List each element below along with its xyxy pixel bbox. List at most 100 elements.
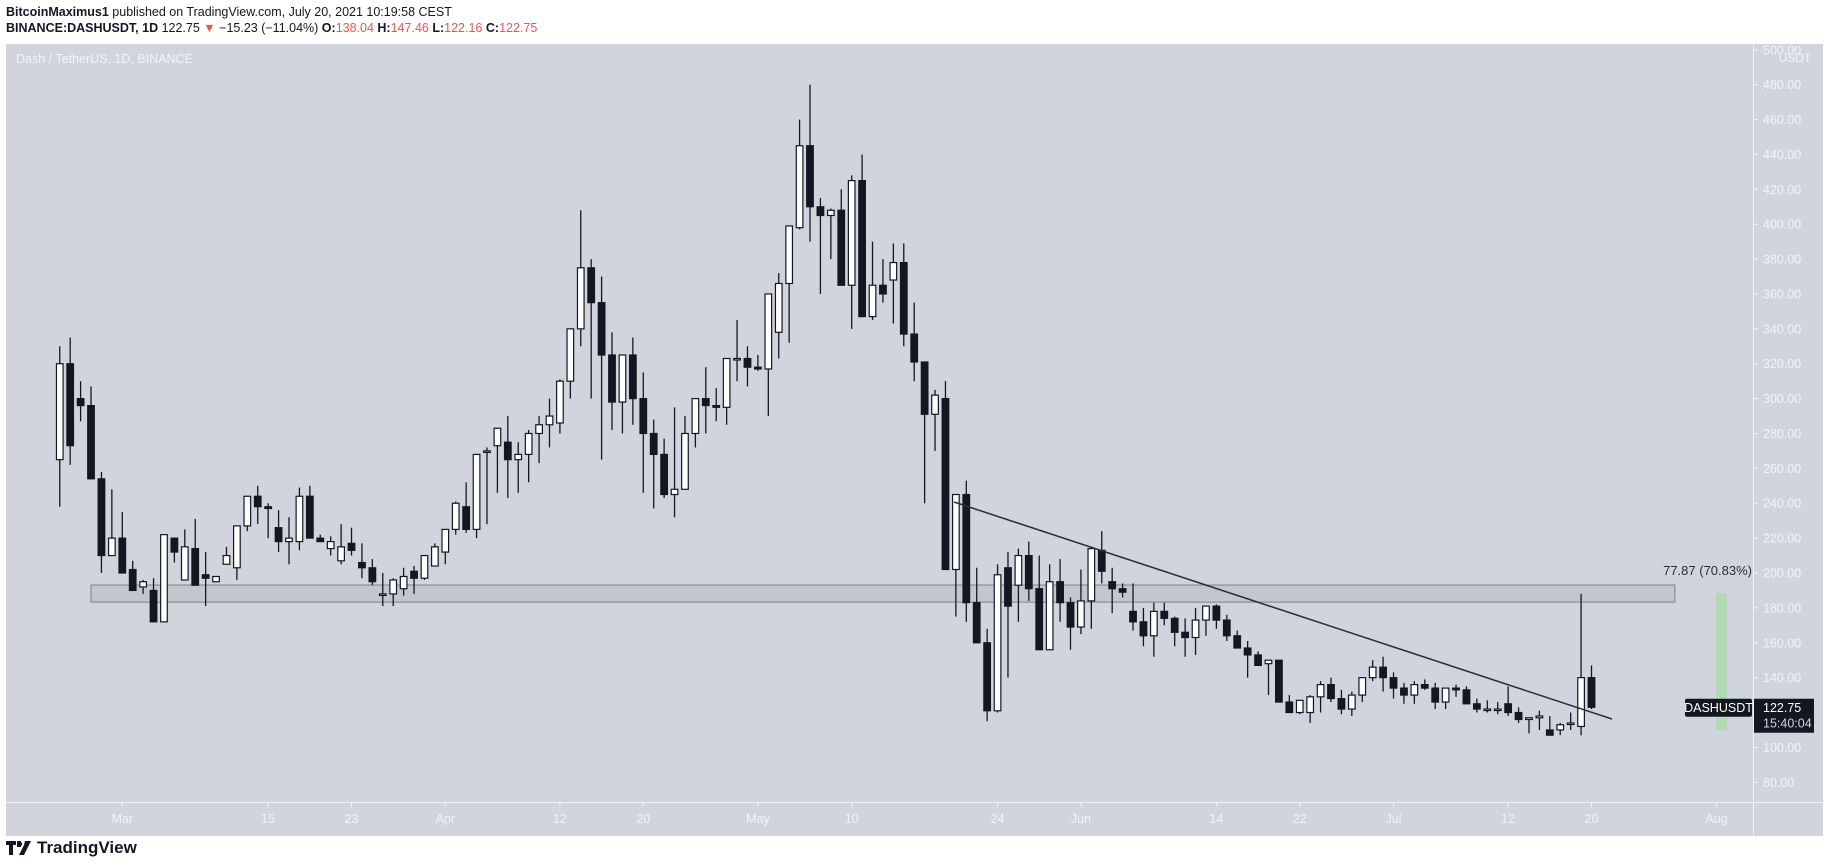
candle[interactable] xyxy=(1285,695,1294,714)
candle[interactable] xyxy=(1525,717,1533,734)
candle[interactable] xyxy=(1441,687,1450,710)
candle[interactable] xyxy=(712,388,721,422)
candle[interactable] xyxy=(1337,689,1346,715)
candle[interactable] xyxy=(879,259,887,303)
candle[interactable] xyxy=(410,566,418,594)
candle[interactable] xyxy=(701,367,710,434)
candle[interactable] xyxy=(493,427,502,493)
candle[interactable] xyxy=(972,567,981,644)
candle[interactable] xyxy=(55,346,64,507)
candle[interactable] xyxy=(587,259,596,399)
candle[interactable] xyxy=(1191,607,1200,655)
descending-trendline[interactable] xyxy=(953,501,1613,720)
candle[interactable] xyxy=(1358,677,1367,703)
candle[interactable] xyxy=(76,381,85,422)
candle[interactable] xyxy=(399,567,408,596)
candle[interactable] xyxy=(1108,567,1117,614)
candle[interactable] xyxy=(1483,700,1492,713)
candle[interactable] xyxy=(639,372,648,493)
candle[interactable] xyxy=(1274,659,1283,703)
candle[interactable] xyxy=(1556,722,1565,736)
candle[interactable] xyxy=(608,332,616,430)
candle[interactable] xyxy=(1243,641,1252,678)
candle[interactable] xyxy=(764,293,773,417)
candle[interactable] xyxy=(514,442,523,493)
candle[interactable] xyxy=(430,543,439,567)
candle[interactable] xyxy=(1264,659,1273,696)
candle[interactable] xyxy=(462,482,471,533)
candle[interactable] xyxy=(910,302,919,382)
candle[interactable] xyxy=(243,495,252,532)
candle[interactable] xyxy=(483,447,491,525)
candle[interactable] xyxy=(795,119,804,230)
candle[interactable] xyxy=(1045,564,1054,651)
candle[interactable] xyxy=(1587,665,1596,710)
candle[interactable] xyxy=(295,487,304,551)
candle[interactable] xyxy=(556,379,564,434)
candle[interactable] xyxy=(337,524,345,565)
candle[interactable] xyxy=(1014,548,1023,622)
candle[interactable] xyxy=(722,357,731,425)
candle[interactable] xyxy=(1160,602,1169,626)
candle[interactable] xyxy=(472,453,481,539)
candle[interactable] xyxy=(826,208,835,260)
candle[interactable] xyxy=(160,534,168,623)
candle[interactable] xyxy=(816,198,825,294)
price-range-measure-bar[interactable] xyxy=(1716,593,1727,730)
candle[interactable] xyxy=(97,471,106,573)
candle[interactable] xyxy=(285,517,293,565)
candle[interactable] xyxy=(618,354,627,434)
candle[interactable] xyxy=(785,225,794,343)
candle[interactable] xyxy=(1535,710,1544,730)
candle[interactable] xyxy=(1170,616,1179,647)
candle[interactable] xyxy=(222,546,231,565)
candle[interactable] xyxy=(1472,698,1481,713)
candle[interactable] xyxy=(691,398,700,448)
candle[interactable] xyxy=(899,243,908,347)
candle[interactable] xyxy=(1212,604,1221,629)
candle[interactable] xyxy=(733,320,741,382)
support-zone[interactable] xyxy=(90,584,1676,603)
candle[interactable] xyxy=(576,210,585,347)
candle[interactable] xyxy=(1056,559,1064,622)
candle[interactable] xyxy=(524,429,533,483)
candle[interactable] xyxy=(253,485,262,525)
tradingview-logo[interactable]: TradingView xyxy=(6,838,137,858)
candle[interactable] xyxy=(983,628,992,722)
candle[interactable] xyxy=(1577,593,1585,736)
candle[interactable] xyxy=(233,525,241,580)
candle[interactable] xyxy=(1389,672,1398,699)
candle[interactable] xyxy=(378,573,387,607)
candle[interactable] xyxy=(566,328,575,399)
candle[interactable] xyxy=(139,579,148,594)
candle[interactable] xyxy=(1149,602,1158,657)
candle[interactable] xyxy=(1493,702,1502,715)
candle[interactable] xyxy=(420,554,429,580)
candle[interactable] xyxy=(1514,707,1523,723)
candle[interactable] xyxy=(170,537,179,563)
candle[interactable] xyxy=(1316,681,1325,713)
candle[interactable] xyxy=(1347,691,1356,717)
candle[interactable] xyxy=(1431,682,1440,710)
candle[interactable] xyxy=(1400,682,1408,704)
candle[interactable] xyxy=(451,501,460,535)
candle[interactable] xyxy=(389,578,398,607)
candle[interactable] xyxy=(347,527,356,556)
candle[interactable] xyxy=(649,419,658,509)
candle[interactable] xyxy=(274,510,283,553)
candle[interactable] xyxy=(597,276,606,460)
candle[interactable] xyxy=(326,536,335,556)
candle[interactable] xyxy=(201,552,210,607)
candle[interactable] xyxy=(858,154,866,318)
candle[interactable] xyxy=(264,503,273,539)
candle[interactable] xyxy=(1222,614,1231,642)
candle[interactable] xyxy=(316,534,325,543)
candle[interactable] xyxy=(806,84,814,242)
candle[interactable] xyxy=(1379,656,1388,692)
candle[interactable] xyxy=(1118,583,1127,598)
candle[interactable] xyxy=(1368,660,1377,682)
candle[interactable] xyxy=(941,381,950,571)
candle[interactable] xyxy=(149,578,158,623)
candle[interactable] xyxy=(545,398,554,448)
